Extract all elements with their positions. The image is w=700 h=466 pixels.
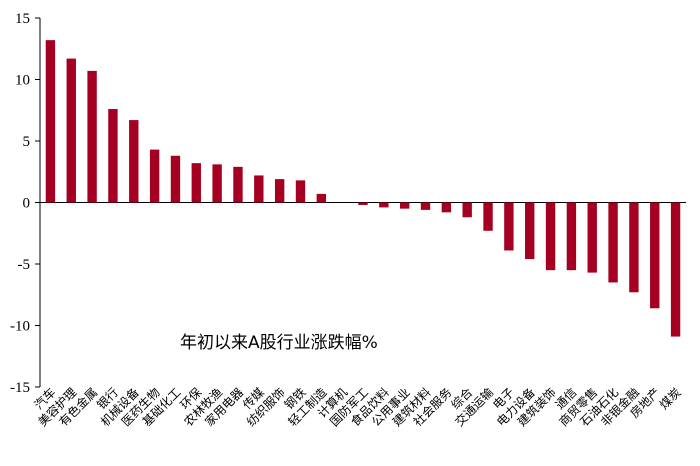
bar: [504, 202, 514, 251]
bar: [45, 40, 56, 203]
bar: [670, 202, 681, 337]
bar: [462, 202, 472, 218]
bar: [170, 155, 181, 203]
bar: [87, 70, 97, 203]
category-label: 煤炭: [657, 385, 684, 412]
bar: [420, 202, 431, 210]
bars-group: [45, 40, 681, 337]
bar: [608, 202, 618, 283]
y-tick-label: -15: [10, 380, 30, 396]
bar: [129, 120, 139, 203]
y-tick-label: -5: [18, 257, 31, 273]
chart-annotation: 年初以来A股行业涨跌幅%: [180, 333, 378, 353]
category-labels: 汽车美容护理有色金属银行机械设备医药生物基础化工环保农林牧渔家用电器传媒纺织服饰…: [31, 385, 684, 430]
bar: [358, 202, 368, 205]
bar: [525, 202, 535, 260]
bar: [587, 202, 597, 273]
bar: [545, 202, 556, 271]
bar: [295, 180, 306, 203]
y-tick-label: 0: [23, 196, 31, 212]
bar: [483, 202, 493, 231]
bar: [629, 202, 639, 293]
bar: [379, 202, 389, 208]
y-tick-label: 15: [15, 11, 30, 27]
y-tick-label: 10: [15, 73, 30, 89]
y-tick-label: -10: [10, 319, 30, 335]
bar: [212, 164, 222, 203]
y-tick-label: 5: [23, 134, 31, 150]
bar: [399, 202, 410, 209]
bar: [566, 202, 577, 271]
bar: [650, 202, 660, 309]
bar: [316, 193, 327, 203]
bar: [441, 202, 452, 213]
bar: [233, 166, 243, 203]
bar: [108, 109, 118, 203]
bar: [274, 179, 285, 203]
bar: [254, 175, 264, 203]
bar: [191, 163, 201, 203]
bar: [66, 58, 76, 203]
bar: [149, 149, 160, 203]
